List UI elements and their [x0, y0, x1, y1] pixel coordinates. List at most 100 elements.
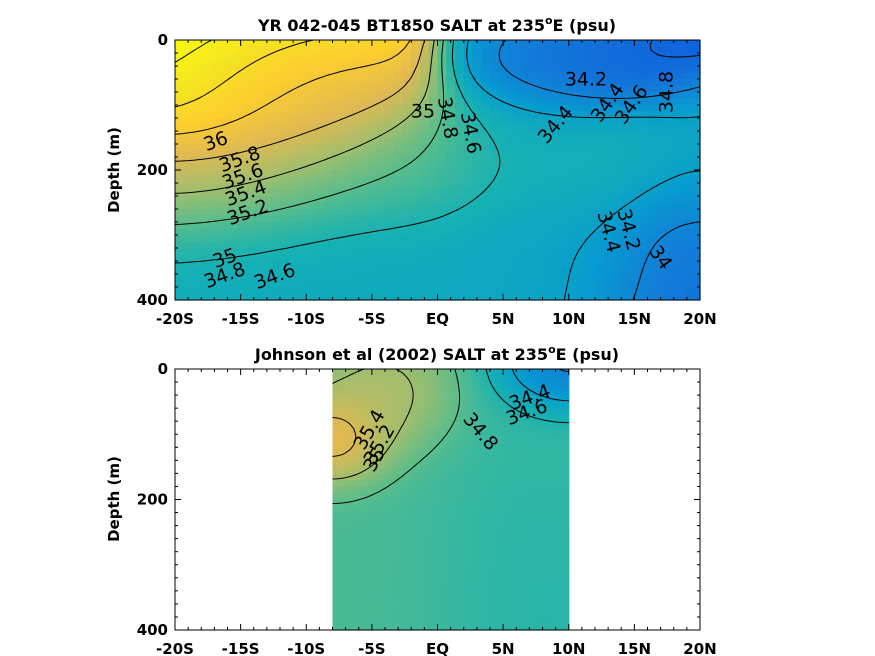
heatmap-cell: [470, 414, 475, 422]
heatmap-cell: [348, 369, 353, 377]
heatmap-cell: [564, 551, 570, 559]
heatmap-cell: [521, 499, 527, 507]
heatmap-cell: [682, 209, 692, 217]
heatmap-cell: [638, 209, 649, 217]
heatmap-cell: [553, 427, 558, 435]
heatmap-cell: [227, 228, 237, 236]
heatmap-cell: [454, 440, 460, 448]
heatmap-cell: [262, 118, 272, 126]
heatmap-cell: [340, 564, 345, 572]
heatmap-cell: [315, 111, 325, 119]
heatmap-cell: [411, 163, 421, 171]
heatmap-cell: [595, 131, 605, 139]
heatmap-cell: [450, 558, 456, 566]
heatmap-cell: [490, 564, 495, 572]
heatmap-cell: [525, 222, 535, 230]
heatmap-cell: [505, 382, 511, 390]
heatmap-cell: [691, 293, 701, 301]
heatmap-cell: [297, 235, 307, 243]
heatmap-cell: [402, 293, 412, 301]
heatmap-cell: [463, 66, 474, 74]
heatmap-cell: [375, 519, 381, 527]
heatmap-cell: [568, 280, 579, 288]
heatmap-cell: [336, 440, 341, 448]
heatmap-cell: [466, 558, 471, 566]
heatmap-cell: [415, 512, 420, 520]
heatmap-cell: [399, 499, 404, 507]
heatmap-cell: [227, 170, 237, 178]
heatmap-cell: [356, 603, 361, 612]
heatmap-cell: [463, 222, 474, 230]
heatmap-cell: [358, 261, 369, 269]
heatmap-cell: [541, 623, 546, 631]
heatmap-cell: [364, 388, 369, 396]
heatmap-cell: [458, 512, 464, 520]
heatmap-cell: [411, 610, 416, 618]
heatmap-cell: [486, 453, 491, 461]
heatmap-cell: [466, 538, 471, 546]
heatmap-cell: [411, 92, 421, 100]
heatmap-cell: [391, 558, 397, 566]
heatmap-cell: [271, 267, 281, 275]
heatmap-cell: [385, 66, 395, 74]
heatmap-cell: [537, 401, 542, 409]
heatmap-cell: [419, 375, 424, 383]
heatmap-cell: [493, 473, 499, 481]
heatmap-cell: [493, 453, 499, 461]
heatmap-cell: [481, 248, 491, 256]
y-tick-label: 200: [137, 161, 168, 179]
heatmap-cell: [288, 170, 299, 178]
heatmap-cell: [438, 440, 444, 448]
heatmap-cell: [175, 241, 185, 249]
heatmap-cell: [344, 590, 349, 598]
heatmap-cell: [442, 551, 448, 559]
heatmap-cell: [454, 473, 460, 481]
heatmap-cell: [507, 254, 517, 262]
heatmap-cell: [490, 267, 500, 275]
heatmap-cell: [472, 157, 482, 165]
heatmap-cell: [385, 267, 395, 275]
heatmap-cell: [501, 545, 507, 553]
heatmap-cell: [407, 603, 412, 612]
heatmap-cell: [516, 72, 526, 80]
heatmap-cell: [340, 434, 345, 442]
heatmap-cell: [183, 228, 194, 236]
heatmap-cell: [665, 144, 675, 152]
heatmap-cell: [236, 202, 246, 210]
heatmap-cell: [297, 176, 307, 184]
heatmap-cell: [549, 369, 554, 377]
heatmap-cell: [446, 222, 456, 230]
heatmap-cell: [446, 519, 452, 527]
heatmap-cell: [427, 506, 432, 514]
heatmap-cell: [682, 137, 692, 145]
heatmap-cell: [621, 46, 631, 54]
heatmap-cell: [356, 525, 361, 533]
heatmap-cell: [411, 46, 421, 54]
heatmap-cell: [350, 248, 360, 256]
heatmap-cell: [245, 228, 255, 236]
heatmap-cell: [517, 421, 523, 429]
heatmap-cell: [603, 118, 614, 126]
heatmap-cell: [442, 603, 448, 612]
heatmap-cell: [428, 287, 439, 295]
x-tick-label: -5S: [358, 310, 385, 328]
heatmap-cell: [340, 623, 345, 631]
heatmap-cell: [541, 499, 546, 507]
heatmap-cell: [336, 427, 341, 435]
heatmap-cell: [192, 196, 202, 204]
heatmap-cell: [612, 274, 622, 282]
heatmap-cell: [542, 105, 552, 113]
heatmap-cell: [306, 144, 316, 152]
heatmap-cell: [525, 499, 530, 507]
heatmap-cell: [407, 551, 412, 559]
heatmap-cell: [501, 395, 507, 403]
heatmap-cell: [691, 131, 701, 139]
heatmap-cell: [315, 131, 325, 139]
heatmap-cell: [438, 499, 444, 507]
heatmap-cell: [454, 603, 460, 612]
heatmap-cell: [533, 447, 538, 455]
heatmap-cell: [395, 519, 401, 527]
heatmap-cell: [367, 434, 373, 442]
heatmap-cell: [551, 202, 561, 210]
heatmap-cell: [352, 466, 357, 474]
